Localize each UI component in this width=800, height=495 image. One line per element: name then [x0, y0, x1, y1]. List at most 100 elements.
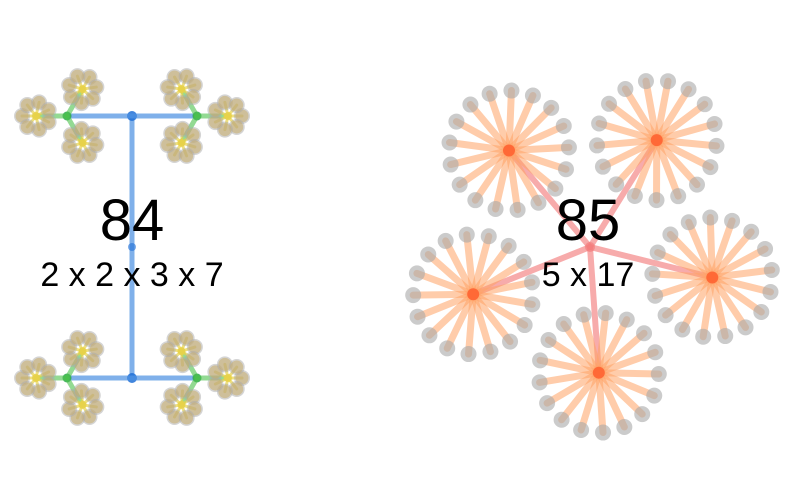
factor-edge-level2: [653, 136, 682, 200]
leaf-dot: [763, 261, 780, 278]
leaf-dot: [86, 92, 100, 106]
factor-edge-level2: [425, 290, 477, 339]
leaf-dot: [180, 411, 194, 425]
leaf-dot: [64, 352, 78, 366]
leaf-dot: [437, 232, 454, 249]
leaf-dot: [409, 308, 426, 325]
leaf-dot: [762, 283, 779, 300]
leaf-dot: [164, 354, 178, 368]
factor-edge-level2: [469, 232, 493, 298]
leaf-dot: [500, 237, 517, 254]
factor-edge-level1: [587, 244, 716, 281]
leaf-dot: [757, 240, 774, 257]
factor-edge-level2: [653, 100, 709, 144]
leaf-dot: [218, 95, 232, 109]
factor-edge-level2: [443, 290, 477, 352]
leaf-dot: [530, 194, 547, 211]
factor-edge-level2: [469, 242, 513, 298]
number-label-84: 84: [100, 188, 165, 253]
leaf-dot: [62, 402, 76, 416]
leaf-dot: [695, 328, 712, 345]
leaf-dot: [420, 246, 437, 263]
leaf-dot: [724, 212, 741, 229]
leaf-dot: [524, 87, 541, 104]
factor-edge-level2: [409, 290, 477, 299]
factor-edge-level2: [708, 245, 769, 281]
leaf-dot: [487, 200, 504, 217]
leaf-dot: [616, 418, 633, 435]
number-label-85: 85: [556, 188, 621, 253]
leaf-dot: [32, 385, 46, 399]
factor-edge-level2: [505, 143, 573, 154]
leaf-dot: [230, 382, 244, 396]
factor-edge-level2: [492, 146, 513, 213]
leaf-dot: [421, 327, 438, 344]
leaf-dot: [553, 411, 570, 428]
factor-edge-level2: [595, 329, 648, 377]
leaf-dot: [647, 287, 664, 304]
leaf-dot: [62, 140, 76, 154]
factor-edge-level2: [469, 290, 529, 329]
leaf-dot: [662, 226, 679, 243]
leaf-dot: [164, 92, 178, 106]
leaf-dot: [575, 306, 592, 323]
factor-edge-level2: [678, 273, 716, 333]
leaf-dot: [594, 158, 611, 175]
factor-edge-level2: [471, 146, 513, 204]
factor-edge-level2: [593, 136, 661, 149]
factor-edge-level2: [505, 91, 537, 154]
factor-edge-level2: [424, 250, 477, 298]
factor-edge-level2: [577, 369, 603, 434]
leaf-dot: [408, 265, 425, 282]
factor-edge-level2: [706, 213, 716, 281]
leaf-dot: [462, 96, 479, 113]
factor-edge-level2: [536, 356, 603, 377]
leaf-dot: [626, 187, 643, 204]
leaf-dot: [188, 340, 202, 354]
factor-node-level1: [502, 144, 515, 157]
leaf-dot: [89, 80, 103, 94]
factor-edge-level2: [708, 273, 750, 331]
leaf-dot: [405, 287, 422, 304]
factor-edge-level2: [666, 230, 716, 281]
factor-edge-level2: [653, 120, 719, 144]
leaf-dot: [503, 82, 520, 99]
factor-edge-level2: [505, 146, 559, 193]
leaf-dot: [448, 113, 465, 130]
leaf-dot: [164, 126, 178, 140]
leaf-dot: [180, 149, 194, 163]
leaf-dot: [717, 328, 734, 345]
factor-edge-level2: [505, 122, 568, 154]
leaf-dot: [161, 342, 175, 356]
factor-edge-level2: [595, 316, 631, 377]
leaf-dot: [591, 115, 608, 132]
factor-edge-level1: [587, 244, 602, 376]
leaf-dot: [42, 365, 56, 379]
leaf-dot: [442, 156, 459, 173]
factor-node-level1: [650, 134, 663, 147]
factor-edge-level2: [595, 369, 607, 437]
factor-edge-level2: [469, 278, 536, 298]
leaf-dot: [644, 265, 661, 282]
factor-edge-level2: [560, 320, 603, 377]
leaf-dot: [161, 400, 175, 414]
leaf-dot: [706, 115, 723, 132]
leaf-dot: [186, 390, 200, 404]
factor-edge-level2: [621, 85, 661, 144]
leaf-dot: [523, 274, 540, 291]
leaf-dot: [660, 73, 677, 90]
leaf-dot: [89, 342, 103, 356]
leaf-dot: [230, 120, 244, 134]
factor-edge-level2: [654, 249, 716, 281]
leaf-dot: [458, 226, 475, 243]
factor-edge-level2: [447, 146, 513, 169]
factor-edge-level2: [605, 100, 661, 144]
factor-edge-level2: [595, 348, 659, 377]
leaf-dot: [208, 377, 222, 391]
leaf-dot: [588, 137, 605, 154]
factor-node-level1: [467, 288, 480, 301]
leaf-dot: [86, 126, 100, 140]
leaf-dot: [230, 360, 244, 374]
center-node: [585, 242, 595, 252]
